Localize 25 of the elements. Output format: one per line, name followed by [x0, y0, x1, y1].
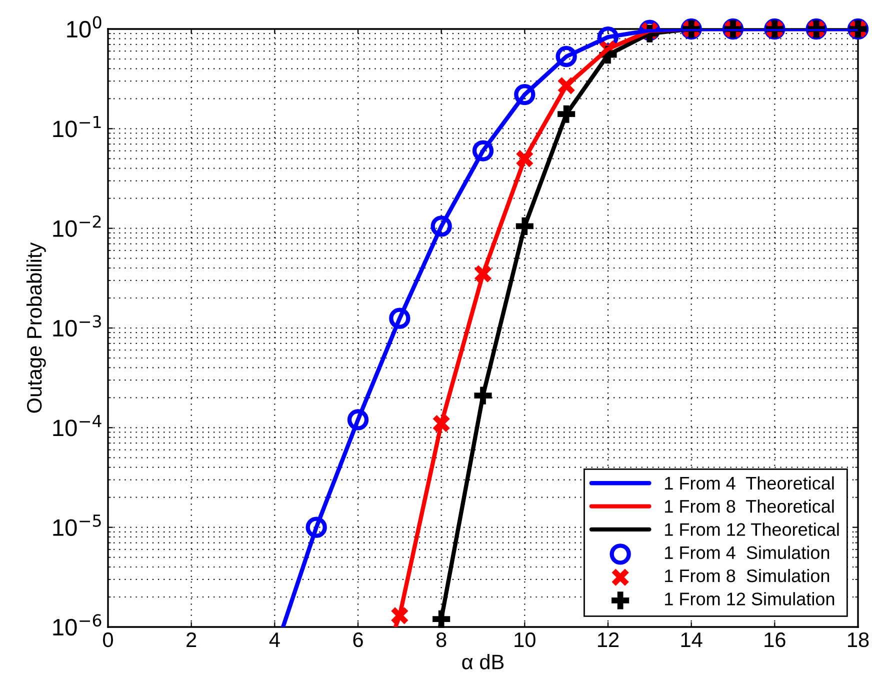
x-tick-label: 14 — [681, 632, 702, 647]
x-tick-label: 12 — [598, 632, 619, 647]
x-tick-label: 8 — [436, 632, 446, 648]
x-tick-label: 2 — [186, 632, 196, 647]
x-tick-label: 0 — [103, 632, 113, 648]
legend-label: 1 From 4 Simulation — [665, 546, 830, 560]
legend-label: 1 From 4 Theoretical — [665, 476, 834, 490]
legend-label: 1 From 8 Theoretical — [665, 500, 834, 513]
x-tick-label: 18 — [848, 632, 869, 648]
y-tick-label: 10$^{−1}$ — [53, 116, 101, 138]
y-tick-label: 10$^{−5}$ — [53, 514, 101, 536]
x-tick-label: 6 — [353, 632, 363, 648]
x-tick-label: 10 — [514, 632, 536, 648]
y-tick-label: 10$^{−4}$ — [53, 414, 102, 436]
y-tick-label: 10$^{−2}$ — [53, 215, 101, 237]
legend-label: 1 From 12 Theoretical — [665, 522, 839, 536]
y-axis-title: Outage Probability — [26, 242, 46, 413]
legend-label: 1 From 12 Simulation — [665, 592, 834, 606]
x-tick-label: 4 — [269, 632, 280, 647]
y-tick-label: 10$^{−6}$ — [53, 614, 102, 636]
legend-label: 1 From 8 Simulation — [665, 568, 830, 582]
y-tick-label: 10$^{−3}$ — [53, 315, 101, 337]
x-axis-title: α dB — [462, 654, 504, 670]
y-tick-label: 10$^{0}$ — [67, 16, 102, 38]
x-tick-label: 16 — [764, 632, 786, 648]
